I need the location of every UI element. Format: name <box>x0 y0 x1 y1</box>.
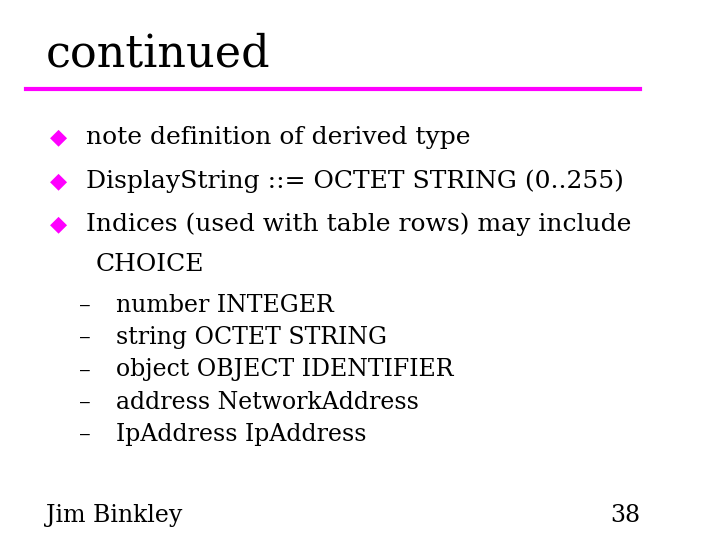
Text: number INTEGER: number INTEGER <box>115 294 333 316</box>
Text: ◆: ◆ <box>50 213 67 235</box>
Text: –: – <box>79 359 91 381</box>
Text: IpAddress IpAddress: IpAddress IpAddress <box>115 423 366 446</box>
Text: continued: continued <box>46 32 271 76</box>
Text: –: – <box>79 326 91 349</box>
Text: string OCTET STRING: string OCTET STRING <box>115 326 387 349</box>
Text: address NetworkAddress: address NetworkAddress <box>115 391 418 414</box>
Text: Indices (used with table rows) may include: Indices (used with table rows) may inclu… <box>86 212 631 236</box>
Text: DisplayString ::= OCTET STRING (0..255): DisplayString ::= OCTET STRING (0..255) <box>86 169 624 193</box>
Text: –: – <box>79 294 91 316</box>
Text: 38: 38 <box>610 504 640 527</box>
Text: –: – <box>79 423 91 446</box>
Text: CHOICE: CHOICE <box>96 253 204 276</box>
Text: –: – <box>79 391 91 414</box>
Text: note definition of derived type: note definition of derived type <box>86 126 470 149</box>
Text: object OBJECT IDENTIFIER: object OBJECT IDENTIFIER <box>115 359 453 381</box>
Text: ◆: ◆ <box>50 127 67 148</box>
Text: Jim Binkley: Jim Binkley <box>46 504 183 527</box>
Text: ◆: ◆ <box>50 170 67 192</box>
